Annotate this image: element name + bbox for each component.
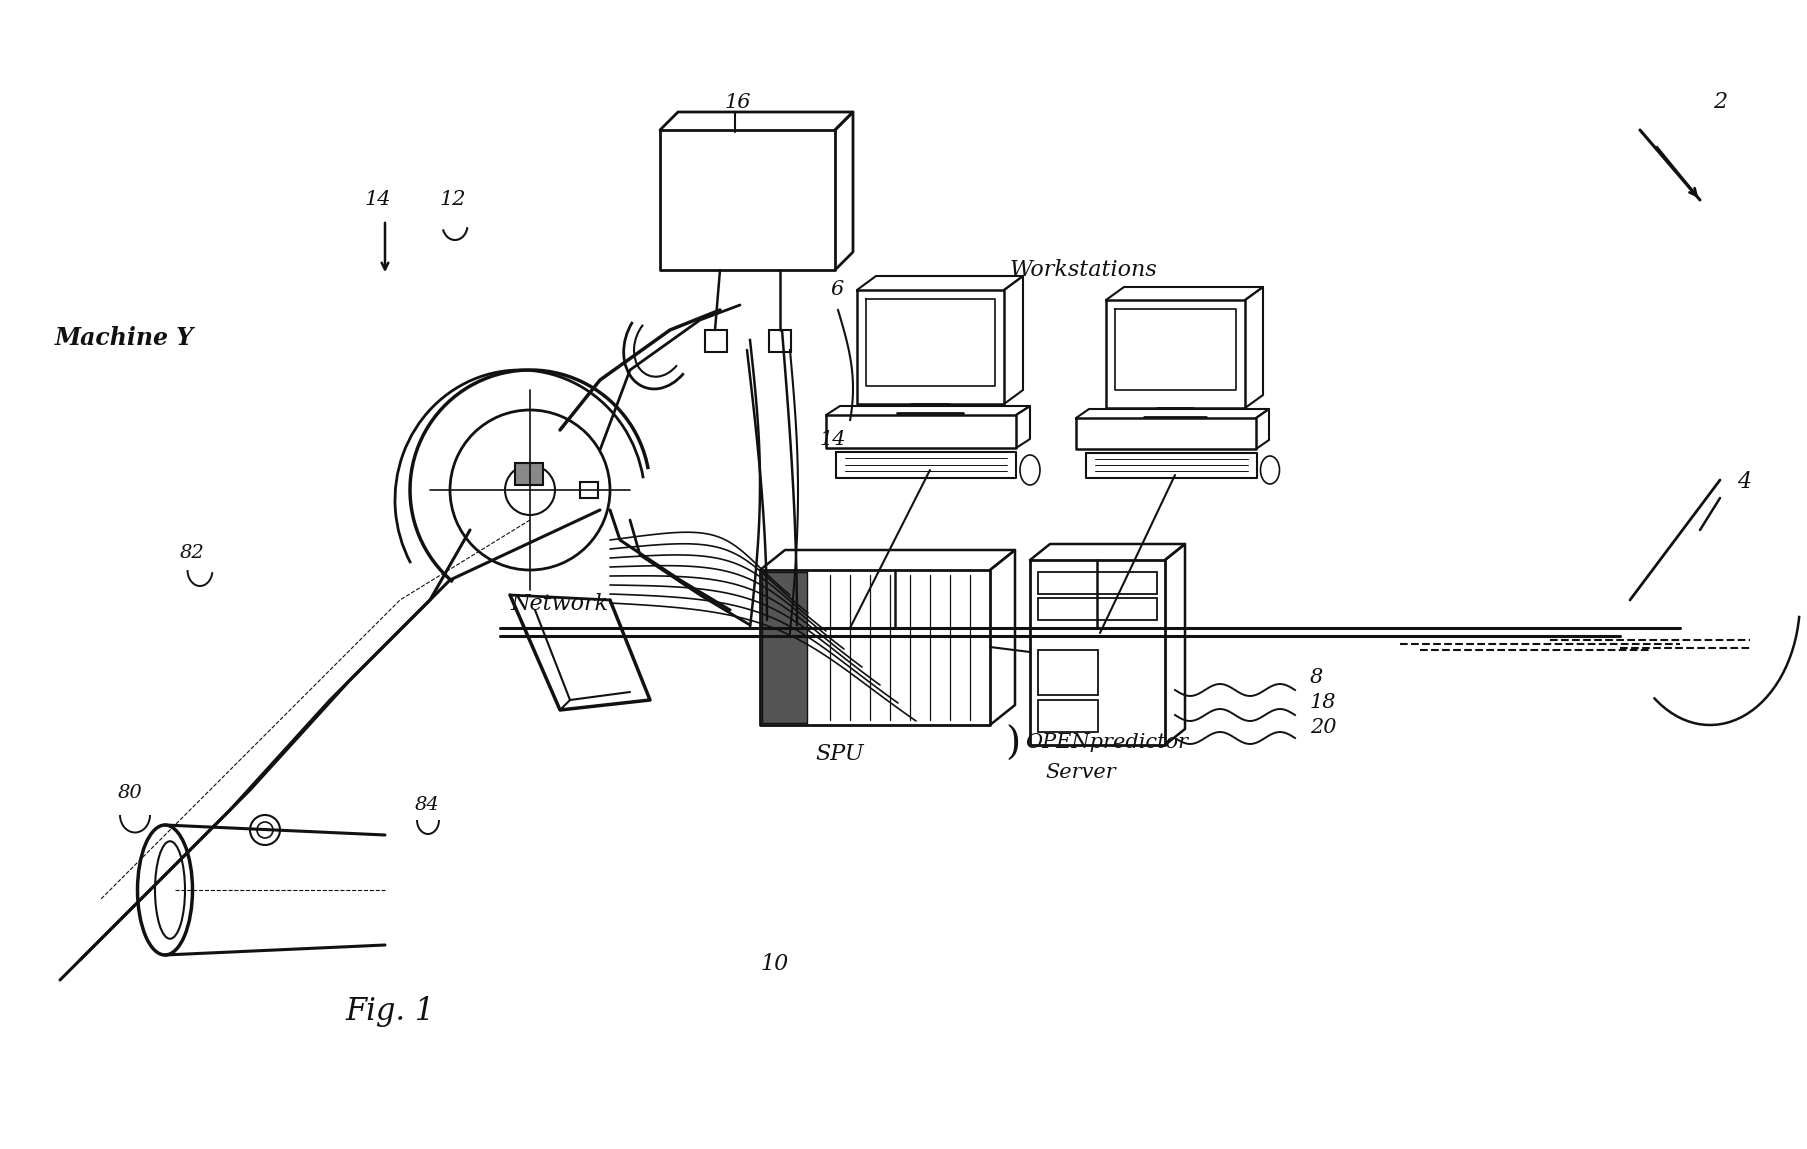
Bar — [763, 572, 808, 723]
Text: ): ) — [1005, 726, 1021, 763]
Bar — [1037, 597, 1156, 620]
Bar — [515, 463, 542, 485]
Text: Fig. 1: Fig. 1 — [345, 996, 434, 1027]
Text: 4: 4 — [1737, 471, 1751, 493]
Text: 16: 16 — [725, 93, 752, 111]
Text: 8: 8 — [1310, 668, 1323, 687]
Bar — [705, 330, 726, 352]
Bar — [580, 481, 598, 498]
Text: Network: Network — [510, 593, 609, 615]
Text: 2: 2 — [1713, 91, 1727, 113]
Text: OPENpredictor: OPENpredictor — [1025, 733, 1189, 751]
Text: 12: 12 — [439, 190, 466, 209]
Text: 82: 82 — [181, 543, 204, 562]
Bar — [770, 330, 791, 352]
Text: 80: 80 — [117, 784, 143, 802]
Text: 84: 84 — [416, 796, 439, 813]
Text: 10: 10 — [761, 953, 788, 976]
Text: SPU: SPU — [815, 743, 864, 765]
Bar — [1037, 572, 1156, 594]
Text: 6: 6 — [829, 280, 844, 299]
Text: 20: 20 — [1310, 718, 1337, 737]
Text: 18: 18 — [1310, 693, 1337, 712]
Bar — [1037, 700, 1099, 732]
Text: Workstations: Workstations — [1010, 259, 1158, 282]
Text: Machine Y: Machine Y — [54, 326, 193, 350]
Text: Server: Server — [1044, 763, 1115, 782]
Text: 14: 14 — [365, 190, 392, 209]
Text: 14: 14 — [820, 430, 846, 449]
Bar — [1037, 650, 1099, 695]
